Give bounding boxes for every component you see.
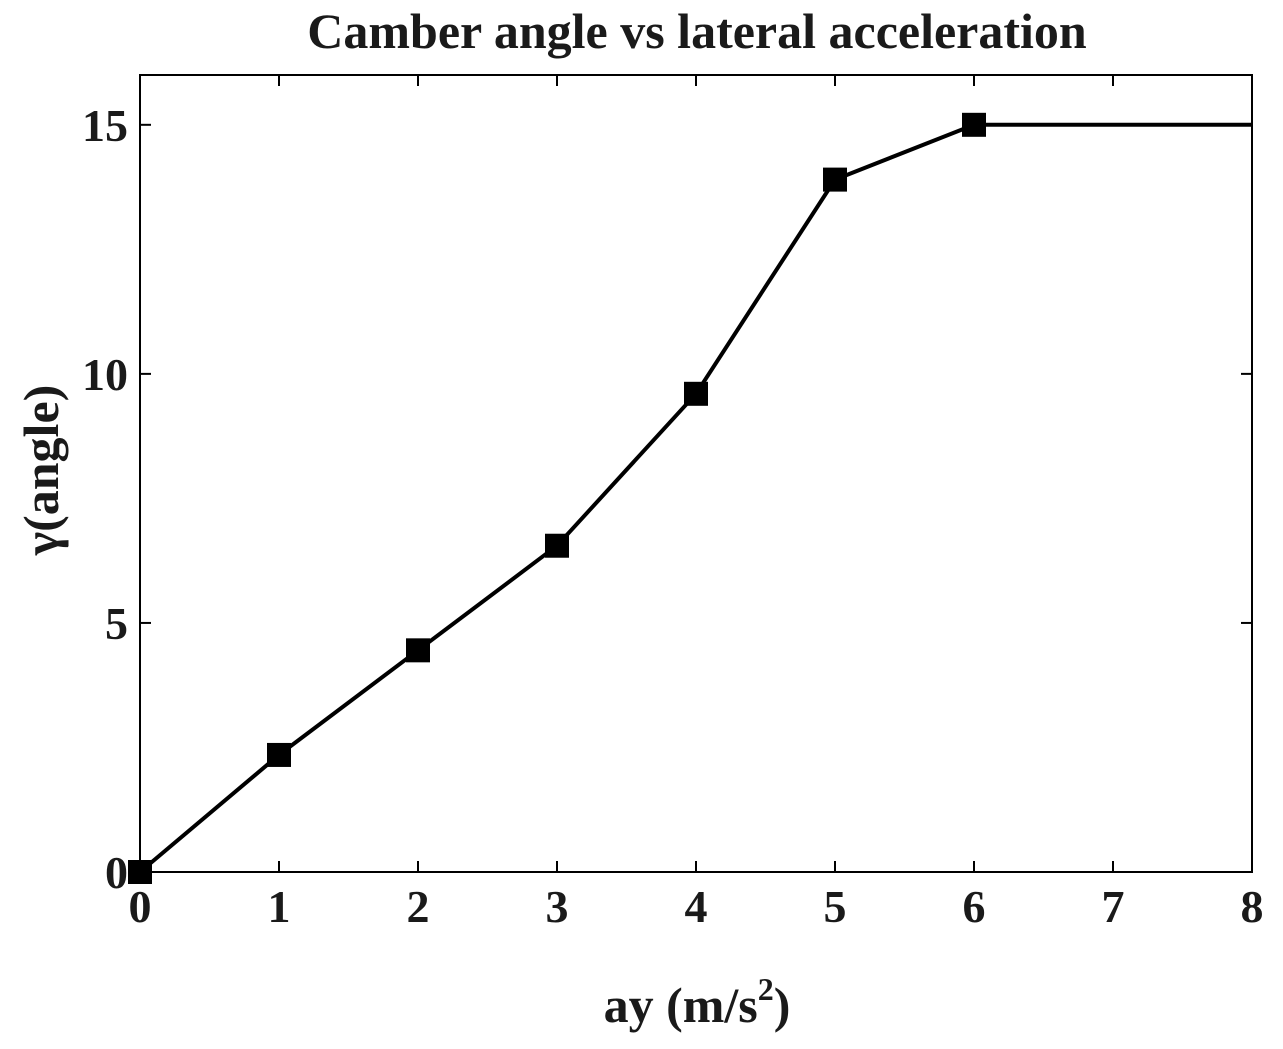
x-tick-label: 5 xyxy=(824,881,847,932)
chart-title: Camber angle vs lateral acceleration xyxy=(307,3,1087,59)
data-markers xyxy=(128,112,986,884)
x-tick-label: 2 xyxy=(407,881,430,932)
data-point-marker xyxy=(267,742,291,767)
x-tick-label: 0 xyxy=(129,881,152,932)
x-axis-label: ay (m/s2) xyxy=(604,971,791,1033)
data-point-marker xyxy=(406,638,430,663)
data-point-marker xyxy=(823,167,847,192)
x-tick-label: 4 xyxy=(685,881,708,932)
plot-frame xyxy=(139,74,1253,873)
x-tick-label: 7 xyxy=(1102,881,1125,932)
series-line xyxy=(138,122,1252,874)
y-axis-ticks: 0 5 10 15 xyxy=(82,100,1252,898)
x-axis-ticks: 0 1 2 3 4 5 6 7 8 xyxy=(129,75,1264,932)
x-tick-label: 6 xyxy=(963,881,986,932)
y-axis-label: γ(angle) xyxy=(13,385,69,557)
y-tick-label: 10 xyxy=(82,349,128,400)
x-tick-label: 8 xyxy=(1241,881,1264,932)
x-axis-label-superscript: 2 xyxy=(758,971,774,1007)
data-point-marker xyxy=(684,381,708,406)
data-point-marker xyxy=(128,860,152,884)
data-point-marker xyxy=(962,112,986,137)
x-axis-label-suffix: ) xyxy=(774,977,791,1033)
data-point-marker xyxy=(545,533,569,558)
y-tick-label: 0 xyxy=(105,847,128,898)
x-tick-label: 1 xyxy=(268,881,291,932)
y-tick-label: 15 xyxy=(82,100,128,151)
y-tick-label: 5 xyxy=(105,598,128,649)
x-axis-label-main: ay (m/s xyxy=(604,977,758,1033)
x-tick-label: 3 xyxy=(546,881,569,932)
